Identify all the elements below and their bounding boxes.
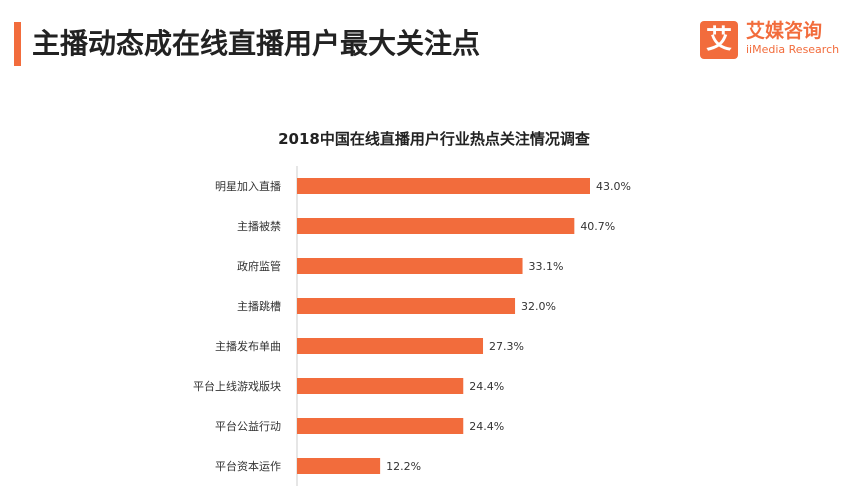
- category-label: 政府监管: [237, 259, 281, 273]
- value-label: 24.4%: [469, 380, 504, 393]
- logo-mark-icon: 艾: [700, 21, 738, 59]
- category-label: 主播跳槽: [237, 299, 281, 313]
- value-label: 40.7%: [580, 220, 615, 233]
- value-label: 43.0%: [596, 180, 631, 193]
- bar: [297, 178, 590, 194]
- bar: [297, 418, 464, 434]
- category-label: 平台公益行动: [215, 419, 281, 433]
- value-label: 27.3%: [489, 340, 524, 353]
- value-label: 12.2%: [386, 460, 421, 473]
- category-label: 主播被禁: [237, 219, 281, 233]
- value-label: 33.1%: [529, 260, 564, 273]
- page-title: 主播动态成在线直播用户最大关注点: [32, 27, 481, 60]
- bar: [297, 298, 516, 314]
- bar: [297, 218, 575, 234]
- brand-logo: 艾 艾媒咨询 iiMedia Research: [700, 20, 860, 60]
- bar: [297, 378, 464, 394]
- logo-name-cn: 艾媒咨询: [746, 20, 823, 42]
- bar: [297, 258, 523, 274]
- bar: [297, 338, 484, 354]
- chart-title: 2018中国在线直播用户行业热点关注情况调查: [278, 130, 590, 148]
- logo-name-en: iiMedia Research: [746, 43, 840, 56]
- category-label: 平台上线游戏版块: [193, 379, 281, 393]
- category-label: 平台资本运作: [215, 459, 281, 473]
- bar: [297, 458, 381, 474]
- value-label: 32.0%: [521, 300, 556, 313]
- title-accent-bar: [14, 22, 21, 66]
- category-label: 明星加入直播: [215, 179, 281, 193]
- category-label: 主播发布单曲: [215, 339, 281, 353]
- value-label: 24.4%: [469, 420, 504, 433]
